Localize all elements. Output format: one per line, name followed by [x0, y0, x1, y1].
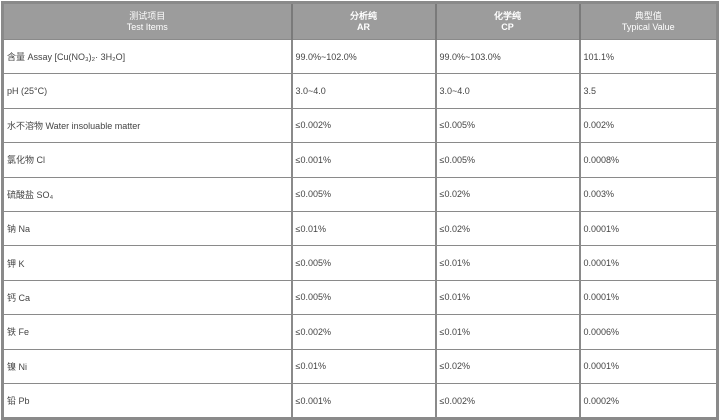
header-ar: 分析纯 AR: [290, 2, 436, 40]
header-en: Test Items: [126, 21, 168, 32]
cell-ar: ≤0.002%: [290, 314, 436, 350]
cell-ar: ≤0.005%: [290, 176, 436, 212]
header-cn: 典型值: [634, 10, 662, 21]
table-row: 铅 Pb ≤0.001% ≤0.002% 0.0002%: [1, 382, 718, 420]
cell-typical: 0.0001%: [578, 348, 718, 384]
cell-typical: 0.0008%: [578, 142, 718, 178]
cell-ar: ≤0.001%: [290, 382, 436, 420]
cell-test-item: pH (25°C): [1, 73, 292, 109]
cell-ar: ≤0.005%: [290, 245, 436, 281]
cell-cp: ≤0.002%: [434, 382, 580, 420]
cell-ar: 99.0%~102.0%: [290, 38, 436, 75]
cell-cp: ≤0.005%: [434, 142, 580, 178]
header-cp: 化学纯 CP: [434, 2, 580, 40]
cell-cp: ≤0.01%: [434, 279, 580, 316]
cell-cp: ≤0.005%: [434, 107, 580, 144]
cell-cp: ≤0.01%: [434, 314, 580, 350]
cell-test-item: 镍 Ni: [1, 348, 292, 384]
header-cn: 化学纯: [493, 10, 521, 21]
cell-typical: 0.0001%: [578, 279, 718, 316]
cell-ar: ≤0.005%: [290, 279, 436, 316]
cell-test-item: 铅 Pb: [1, 382, 292, 420]
cell-cp: 99.0%~103.0%: [434, 38, 580, 75]
table-row: 镍 Ni ≤0.01% ≤0.02% 0.0001%: [1, 348, 718, 384]
table-row: 铁 Fe ≤0.002% ≤0.01% 0.0006%: [1, 314, 718, 350]
cell-test-item: 含量 Assay [Cu(NO₃)₂· 3H₂O]: [1, 38, 292, 75]
cell-test-item: 钠 Na: [1, 210, 292, 247]
cell-typical: 0.0006%: [578, 314, 718, 350]
cell-test-item: 钾 K: [1, 245, 292, 281]
cell-test-item: 氯化物 Cl: [1, 142, 292, 178]
cell-typical: 0.0001%: [578, 245, 718, 281]
table-row: pH (25°C) 3.0~4.0 3.0~4.0 3.5: [1, 73, 718, 109]
cell-ar: ≤0.01%: [290, 348, 436, 384]
table-row: 氯化物 Cl ≤0.001% ≤0.005% 0.0008%: [1, 142, 718, 178]
cell-ar: ≤0.001%: [290, 142, 436, 178]
cell-typical: 3.5: [578, 73, 718, 109]
table-row: 钾 K ≤0.005% ≤0.01% 0.0001%: [1, 245, 718, 281]
cell-cp: ≤0.02%: [434, 348, 580, 384]
cell-typical: 0.002%: [578, 107, 718, 144]
cell-typical: 0.0002%: [578, 382, 718, 420]
header-test-items: 测试项目 Test Items: [1, 2, 292, 40]
header-cn: 分析纯: [349, 10, 377, 21]
table-row: 水不溶物 Water insoluable matter ≤0.002% ≤0.00…: [1, 107, 718, 144]
cell-typical: 101.1%: [578, 38, 718, 75]
cell-cp: 3.0~4.0: [434, 73, 580, 109]
table-row: 硫酸盐 SO₄ ≤0.005% ≤0.02% 0.003%: [1, 176, 718, 212]
cell-test-item: 水不溶物 Water insoluable matter: [1, 107, 292, 144]
cell-cp: ≤0.01%: [434, 245, 580, 281]
cell-cp: ≤0.02%: [434, 176, 580, 212]
cell-typical: 0.0001%: [578, 210, 718, 247]
cell-cp: ≤0.02%: [434, 210, 580, 247]
header-typical: 典型值 Typical Value: [578, 2, 718, 40]
table-row: 含量 Assay [Cu(NO₃)₂· 3H₂O] 99.0%~102.0% 99.…: [1, 38, 718, 75]
cell-ar: ≤0.002%: [290, 107, 436, 144]
table-row: 钙 Ca ≤0.005% ≤0.01% 0.0001%: [1, 279, 718, 316]
header-row: 测试项目 Test Items 分析纯 AR 化学纯 CP 典型值 Typical Va…: [1, 2, 718, 40]
header-en: CP: [501, 21, 514, 32]
cell-test-item: 钙 Ca: [1, 279, 292, 316]
cell-test-item: 铁 Fe: [1, 314, 292, 350]
header-cn: 测试项目: [129, 10, 166, 21]
cell-ar: ≤0.01%: [290, 210, 436, 247]
table-row: 钠 Na ≤0.01% ≤0.02% 0.0001%: [1, 210, 718, 247]
header-en: AR: [357, 21, 370, 32]
header-en: Typical Value: [621, 21, 675, 32]
cell-test-item: 硫酸盐 SO₄: [1, 176, 292, 212]
cell-typical: 0.003%: [578, 176, 718, 212]
cell-ar: 3.0~4.0: [290, 73, 436, 109]
